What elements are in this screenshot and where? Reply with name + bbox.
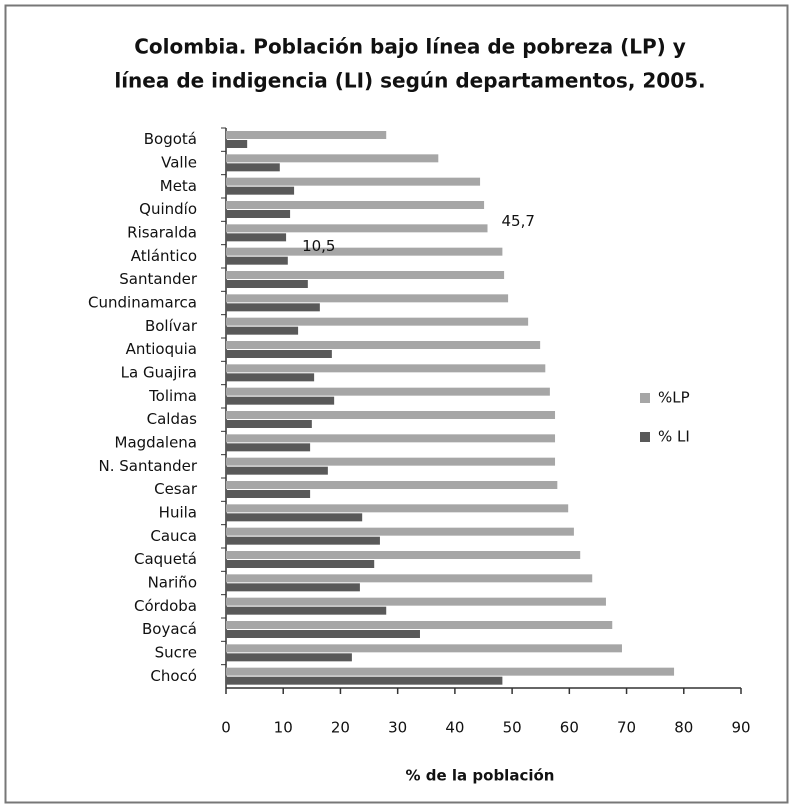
bar	[226, 420, 312, 428]
x-tick-label: 70	[617, 719, 636, 737]
y-tick-label: Caquetá	[134, 550, 197, 568]
bar	[226, 490, 311, 498]
bar	[226, 326, 299, 335]
bar	[226, 350, 332, 358]
y-tick-label: N. Santander	[99, 457, 198, 475]
bar	[226, 513, 363, 522]
legend-swatch	[640, 432, 650, 442]
y-tick-label: Bogotá	[144, 130, 197, 148]
bar	[226, 481, 558, 489]
bar	[226, 303, 320, 312]
legend-label: % LI	[658, 428, 690, 446]
bar	[226, 644, 622, 653]
x-tick-label: 0	[221, 719, 231, 737]
bar	[226, 177, 481, 186]
bar	[226, 364, 546, 373]
bar	[226, 676, 503, 685]
y-tick-label: Huila	[159, 504, 197, 522]
x-tick-label: 80	[674, 719, 693, 737]
y-tick-label: Cundinamarca	[88, 294, 197, 312]
y-tick-label: Tolima	[148, 387, 197, 405]
bar	[226, 387, 550, 396]
data-label: 45,7	[502, 212, 535, 230]
bar	[226, 163, 280, 172]
bar	[226, 583, 360, 592]
bar	[226, 667, 675, 676]
data-label: 10,5	[302, 237, 335, 255]
bar	[226, 210, 291, 218]
y-tick-label: La Guajira	[121, 364, 197, 382]
y-tick-label: Sucre	[155, 644, 197, 662]
legend-swatch	[640, 393, 650, 403]
bar	[226, 527, 574, 536]
y-tick-label: Cesar	[154, 480, 198, 498]
bar	[226, 373, 315, 382]
x-tick-label: 20	[331, 719, 350, 737]
y-tick-label: Risaralda	[127, 224, 197, 242]
bar	[226, 294, 509, 303]
y-tick-label: Cauca	[150, 527, 197, 545]
x-tick-label: 30	[388, 719, 407, 737]
bar	[226, 630, 420, 638]
y-tick-label: Córdoba	[134, 597, 197, 615]
bar	[226, 597, 606, 606]
y-tick-label: Bolívar	[145, 317, 198, 335]
bar	[226, 434, 556, 443]
bar	[226, 131, 387, 139]
bar	[226, 154, 439, 163]
bar	[226, 224, 488, 233]
bar	[226, 574, 593, 583]
y-tick-label: Meta	[160, 177, 197, 195]
y-tick-label: Chocó	[150, 667, 197, 685]
x-tick-label: 50	[503, 719, 522, 737]
bar	[226, 551, 581, 559]
bar	[226, 653, 352, 662]
y-tick-label: Santander	[119, 270, 198, 288]
y-tick-label: Atlántico	[131, 247, 197, 265]
y-tick-label: Quindío	[139, 200, 197, 218]
bar	[226, 396, 335, 405]
bar	[226, 186, 295, 195]
y-tick-label: Boyacá	[142, 620, 197, 638]
bar	[226, 536, 380, 545]
bar	[226, 271, 505, 279]
y-tick-label: Caldas	[147, 410, 198, 428]
bar	[226, 606, 387, 615]
bar	[226, 233, 287, 242]
bar	[226, 443, 311, 452]
y-tick-label: Nariño	[148, 574, 197, 592]
bar	[226, 411, 556, 419]
bar	[226, 341, 541, 349]
bar	[226, 201, 485, 209]
bar	[226, 317, 529, 326]
bar	[226, 247, 503, 256]
chart-title: Colombia. Población bajo línea de pobrez…	[134, 35, 686, 59]
bar	[226, 560, 375, 568]
bar	[226, 466, 328, 475]
bar	[226, 140, 248, 148]
y-tick-label: Antioquia	[126, 340, 197, 358]
x-tick-label: 10	[274, 719, 293, 737]
x-tick-label: 40	[445, 719, 464, 737]
x-axis-label: % de la población	[406, 767, 555, 785]
x-tick-label: 60	[560, 719, 579, 737]
bar	[226, 621, 613, 629]
x-tick-label: 90	[731, 719, 750, 737]
bar	[226, 280, 308, 288]
bar	[226, 504, 569, 513]
y-tick-label: Valle	[161, 154, 197, 172]
y-tick-label: Magdalena	[115, 434, 197, 452]
bar	[226, 256, 288, 265]
bar	[226, 457, 556, 466]
chart-title: línea de indigencia (LI) según departame…	[114, 69, 705, 93]
legend-label: %LP	[658, 389, 690, 407]
